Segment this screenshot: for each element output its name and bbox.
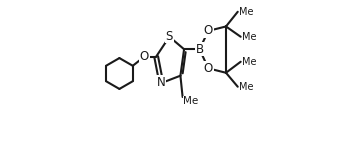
Text: B: B (195, 43, 203, 56)
Text: O: O (204, 62, 213, 75)
Text: Me: Me (239, 82, 253, 92)
Text: N: N (157, 76, 165, 89)
Text: Me: Me (183, 96, 199, 106)
Text: Me: Me (242, 32, 256, 42)
Text: O: O (140, 50, 149, 63)
Text: Me: Me (242, 57, 256, 67)
Text: S: S (166, 30, 173, 42)
Text: Me: Me (239, 7, 253, 17)
Text: O: O (204, 24, 213, 37)
